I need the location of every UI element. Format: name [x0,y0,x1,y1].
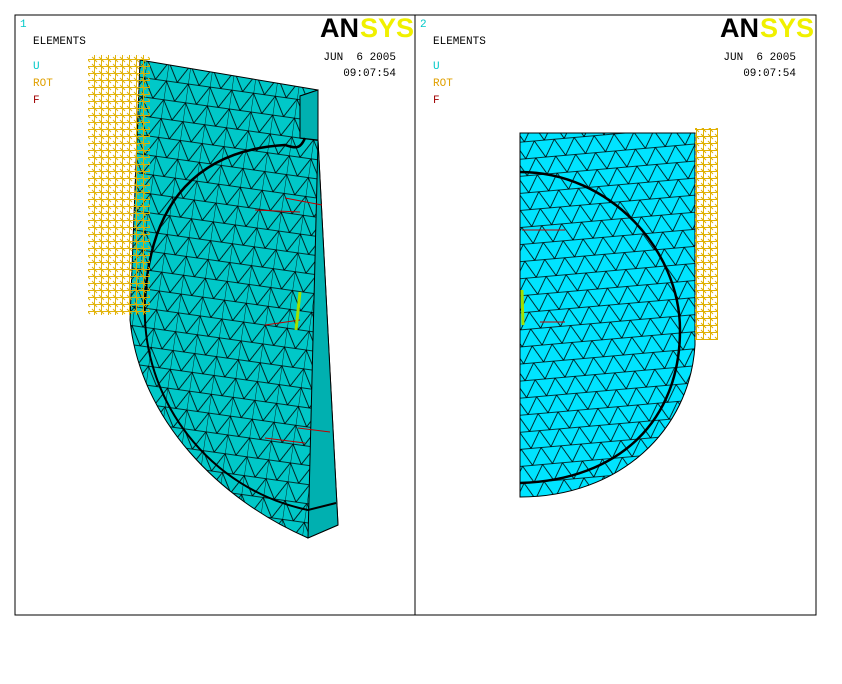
legend-entry: F [33,95,40,107]
logo-sys: SYS [360,13,414,43]
legend-entry: ROT [433,78,453,90]
logo-an: AN [720,13,759,43]
viewport-number: 2 [420,19,427,31]
model-2d [519,128,718,498]
legend-entry: ROT [33,78,53,90]
date: JUN 6 2005 [323,52,396,64]
viewport-title: ELEMENTS [433,36,486,48]
legend-entry: F [433,95,440,107]
logo-sys: SYS [760,13,814,43]
legend-entry: U [433,61,440,73]
viewport-number: 1 [20,19,27,31]
model-3d [88,55,339,539]
date: JUN 6 2005 [723,52,796,64]
viewport-title: ELEMENTS [33,36,86,48]
legend-entry: U [33,61,40,73]
time: 09:07:54 [743,68,796,80]
logo-an: AN [320,13,359,43]
time: 09:07:54 [343,68,396,80]
